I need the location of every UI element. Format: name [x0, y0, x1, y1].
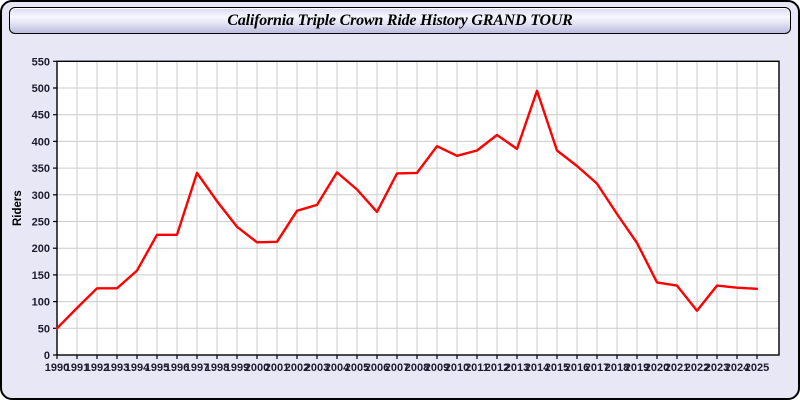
x-tick-label: 2014	[525, 362, 550, 374]
y-tick-label: 200	[32, 243, 50, 255]
x-tick-label: 2005	[345, 362, 369, 374]
x-tick-label: 2012	[485, 362, 509, 374]
riders-line	[55, 89, 759, 330]
x-tick-label: 2025	[745, 362, 769, 374]
x-tick-label: 1996	[165, 362, 189, 374]
page-title: California Triple Crown Ride History GRA…	[227, 11, 573, 29]
x-tick-label: 2019	[625, 362, 649, 374]
y-tick-label: 100	[32, 297, 50, 309]
x-tick-label: 2016	[565, 362, 589, 374]
y-tick-label: 150	[32, 270, 50, 282]
x-tick-label: 2020	[645, 362, 669, 374]
y-tick-label: 500	[32, 83, 50, 95]
x-tick-label: 2008	[405, 362, 429, 374]
x-tick-label: 1999	[225, 362, 249, 374]
x-tick-label: 2022	[685, 362, 709, 374]
x-tick-label: 1994	[125, 362, 150, 374]
x-tick-label: 2007	[385, 362, 409, 374]
x-tick-label: 2015	[545, 362, 569, 374]
x-tick-label: 2006	[365, 362, 389, 374]
y-tick-label: 250	[32, 217, 50, 229]
x-tick-label: 1997	[185, 362, 209, 374]
title-bar: California Triple Crown Ride History GRA…	[9, 7, 791, 34]
y-tick-label: 450	[32, 110, 50, 122]
x-tick-label: 2023	[705, 362, 729, 374]
x-tick-label: 2017	[585, 362, 609, 374]
x-tick-label: 1993	[105, 362, 129, 374]
y-tick-label: 50	[38, 323, 50, 335]
y-tick-label: 0	[44, 350, 50, 362]
plot-frame	[56, 60, 780, 356]
x-tick-label: 2010	[445, 362, 469, 374]
x-tick-label: 2002	[285, 362, 309, 374]
x-tick-label: 2011	[465, 362, 489, 374]
x-tick-label: 1992	[85, 362, 109, 374]
x-tick-label: 2018	[605, 362, 629, 374]
x-tick-label: 2003	[305, 362, 329, 374]
plot-area	[57, 61, 779, 356]
x-tick-label: 2001	[265, 362, 289, 374]
x-tick-label: 2013	[505, 362, 529, 374]
y-tick-label: 350	[32, 163, 50, 175]
y-tick-label: 400	[32, 136, 50, 148]
x-tick-label: 2024	[725, 362, 750, 374]
y-tick-label: 550	[32, 56, 50, 68]
x-tick-label: 1990	[45, 362, 69, 374]
x-tick-label: 2021	[665, 362, 689, 374]
x-tick-label: 1998	[205, 362, 229, 374]
y-tick-label: 300	[32, 190, 50, 202]
x-tick-label: 1995	[145, 362, 169, 374]
x-tick-label: 2004	[325, 362, 350, 374]
y-axis-title: Riders	[12, 190, 24, 226]
x-tick-label: 1991	[65, 362, 89, 374]
x-tick-label: 2009	[425, 362, 449, 374]
x-tick-label: 2000	[245, 362, 269, 374]
